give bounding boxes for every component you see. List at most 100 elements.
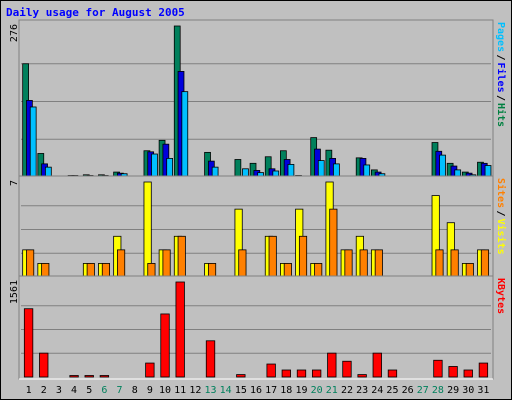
x-tick-label-day-26: 26 (402, 385, 414, 396)
bar-kbytes-day-20 (311, 369, 322, 378)
legend-item-hits: Hits (495, 103, 507, 127)
bar-pages-day-20 (317, 160, 325, 178)
panel-background (18, 19, 494, 180)
legend-visits-sites: Sites / Visits (495, 178, 507, 255)
x-tick-label-day-14: 14 (220, 385, 232, 396)
bar-pages-day-9 (151, 153, 158, 178)
x-tick-label-day-3: 3 (56, 385, 62, 396)
bar-hits-day-15 (234, 159, 242, 178)
x-tick-label-day-28: 28 (432, 385, 444, 396)
bar-kbytes-day-9 (145, 362, 155, 378)
legend-item-visits: Visits (495, 219, 507, 255)
bar-sites-day-1 (26, 249, 35, 278)
x-tick-label-day-11: 11 (174, 385, 186, 396)
bar-sites-day-28 (435, 249, 444, 278)
x-tick-label-day-7: 7 (117, 385, 123, 396)
bar-sites-day-18 (283, 263, 292, 278)
x-tick-label-day-13: 13 (204, 385, 216, 396)
bar-kbytes-day-23 (357, 374, 367, 378)
legend-separator: / (495, 211, 506, 217)
bar-sites-day-20 (314, 263, 323, 278)
legend-separator: / (495, 55, 506, 61)
x-tick-label-day-4: 4 (71, 385, 77, 396)
x-tick-label-day-15: 15 (235, 385, 247, 396)
bar-pages-day-11 (181, 91, 189, 178)
x-tick-label-day-1: 1 (26, 385, 32, 396)
legend-item-sites: Sites (495, 178, 507, 208)
legend-hits-files-pages: Pages / Files / Hits (495, 22, 507, 127)
bar-kbytes-day-18 (281, 369, 291, 378)
x-tick-label-day-31: 31 (477, 385, 489, 396)
bar-kbytes-day-2 (39, 352, 49, 378)
y-max-label: 1561 (9, 280, 20, 304)
bar-kbytes-day-31 (478, 362, 489, 378)
bar-sites-day-2 (41, 263, 50, 278)
bar-pages-day-18 (287, 164, 295, 178)
y-max-label: 7 (9, 180, 20, 186)
bar-kbytes-day-30 (463, 369, 473, 378)
bar-sites-day-7 (117, 249, 126, 278)
y-max-label: 276 (9, 24, 20, 42)
x-tick-label-day-21: 21 (326, 385, 338, 396)
bar-sites-day-31 (480, 249, 490, 278)
bar-kbytes-day-13 (205, 340, 216, 378)
x-tick-label-day-23: 23 (356, 385, 368, 396)
bar-sites-day-9 (147, 263, 156, 278)
panel-background (18, 175, 494, 280)
bar-sites-day-23 (359, 249, 368, 278)
bar-kbytes-day-10 (160, 313, 170, 378)
bar-pages-day-21 (333, 163, 340, 178)
x-tick-label-day-16: 16 (250, 385, 262, 396)
bar-kbytes-day-24 (372, 352, 382, 378)
bar-kbytes-day-19 (296, 369, 307, 378)
panel-visits-sites: 7 Sites / Visits (9, 175, 507, 280)
legend-separator: / (495, 95, 506, 101)
bar-sites-day-15 (238, 249, 247, 278)
legend-item-pages: Pages (495, 22, 506, 52)
bar-kbytes-day-5 (84, 375, 94, 378)
bar-pages-day-1 (29, 106, 37, 178)
panel-background (18, 275, 494, 380)
x-tick-label-day-29: 29 (447, 385, 459, 396)
panel-kbytes: 1561 KBytes (9, 275, 506, 380)
bar-sites-day-5 (86, 263, 95, 278)
x-tick-label-day-18: 18 (280, 385, 292, 396)
bar-sites-day-13 (207, 263, 217, 278)
x-tick-label-day-12: 12 (189, 385, 201, 396)
x-tick-label-day-10: 10 (159, 385, 171, 396)
x-tick-label-day-17: 17 (265, 385, 277, 396)
x-tick-label-day-25: 25 (386, 385, 398, 396)
bar-kbytes-day-22 (342, 360, 352, 378)
bar-sites-day-30 (465, 263, 474, 278)
bar-kbytes-day-21 (327, 352, 337, 378)
x-tick-label-day-6: 6 (101, 385, 107, 396)
x-tick-label-day-8: 8 (132, 385, 138, 396)
bar-pages-day-10 (166, 157, 174, 178)
bar-kbytes-day-28 (433, 359, 443, 378)
x-tick-label-day-2: 2 (41, 385, 47, 396)
bar-sites-day-10 (162, 249, 171, 278)
panel-hits-files-pages: 276 Pages / Files / Hits (9, 19, 507, 180)
bar-sites-day-21 (329, 208, 338, 278)
bar-sites-day-29 (450, 249, 459, 278)
bar-pages-day-28 (439, 154, 446, 178)
chart-title: Daily usage for August 2005 (6, 6, 185, 19)
x-tick-label-day-5: 5 (86, 385, 92, 396)
legend-item-kbytes: KBytes (495, 278, 506, 314)
x-tick-label-day-20: 20 (311, 385, 323, 396)
bar-sites-day-24 (374, 249, 383, 278)
bar-pages-day-31 (484, 165, 492, 178)
bar-kbytes-day-1 (23, 308, 34, 378)
bar-sites-day-11 (177, 235, 186, 278)
x-tick-label-day-30: 30 (462, 385, 474, 396)
bar-sites-day-6 (101, 263, 110, 278)
x-tick-label-day-24: 24 (371, 385, 383, 396)
bar-kbytes-day-6 (99, 375, 110, 378)
bar-kbytes-day-17 (266, 363, 276, 378)
x-tick-label-day-19: 19 (295, 385, 307, 396)
bar-kbytes-day-4 (69, 375, 79, 378)
x-tick-label-day-22: 22 (341, 385, 353, 396)
bar-kbytes-day-15 (236, 374, 246, 378)
bar-sites-day-22 (344, 249, 353, 278)
